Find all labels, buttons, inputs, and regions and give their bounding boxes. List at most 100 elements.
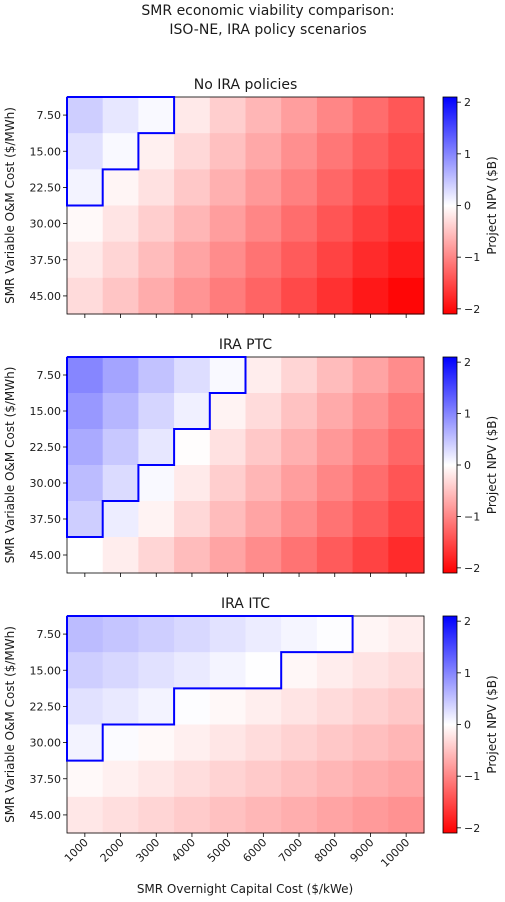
heatmap-cell xyxy=(67,97,104,134)
heatmap-cell xyxy=(316,465,354,502)
heatmap-cell xyxy=(67,616,104,653)
heatmap-cell xyxy=(174,169,211,207)
heatmap-cell xyxy=(138,465,175,502)
heatmap-cell xyxy=(281,241,318,279)
heatmap-cell xyxy=(209,465,247,502)
heatmap-cell xyxy=(388,169,425,207)
heatmap-cell xyxy=(388,205,425,243)
heatmap-cell xyxy=(316,357,354,394)
heatmap-cell xyxy=(102,537,139,574)
heatmap-cell xyxy=(209,652,247,689)
heatmap-cell xyxy=(316,501,354,538)
heatmap-cell xyxy=(281,688,318,726)
heatmap-cell xyxy=(102,133,139,170)
heatmap-cell xyxy=(209,796,247,834)
heatmap-cell xyxy=(281,97,318,134)
colorbar-label: Project NPV ($B) xyxy=(485,675,499,773)
heatmap-cell xyxy=(245,205,282,243)
heatmap-cell xyxy=(67,465,104,502)
colorbar-tick-label: 0 xyxy=(464,459,471,472)
colorbar-tick-label: −1 xyxy=(464,510,480,523)
heatmap-cell xyxy=(245,429,282,466)
heatmap-cell xyxy=(67,724,104,762)
heatmap-cell xyxy=(138,688,175,726)
heatmap-cell xyxy=(138,393,175,430)
colorbar: −2 −1 0 1 2 Project NPV ($B) xyxy=(442,615,499,835)
heatmap-cell xyxy=(138,357,175,394)
heatmap-cell xyxy=(316,169,354,207)
heatmap-cell xyxy=(138,501,175,538)
heatmap-cell xyxy=(245,537,282,574)
heatmap-cell xyxy=(174,133,211,170)
y-tick-label: 22.50 xyxy=(30,181,62,194)
heatmap-cell xyxy=(281,133,318,170)
heatmap-cell xyxy=(245,357,282,394)
heatmap-cell xyxy=(138,796,175,834)
heatmap-cell xyxy=(388,616,425,653)
heatmap-cell xyxy=(316,537,354,574)
heatmap-cell xyxy=(352,760,389,798)
y-tick-label: 7.50 xyxy=(37,109,62,122)
heatmap-cell xyxy=(67,537,104,574)
panel-title: No IRA policies xyxy=(194,77,298,93)
heatmap-panel-3: IRA ITC 7.50 15.00 22.50 30.00 37.50 45.00 1000… xyxy=(3,596,499,870)
heatmap-cell xyxy=(388,760,425,798)
heatmap-cell xyxy=(209,133,247,170)
heatmap-cell xyxy=(352,652,389,689)
y-tick-label: 37.50 xyxy=(30,254,62,267)
heatmap-cell xyxy=(67,357,104,394)
heatmap-cell xyxy=(245,652,282,689)
colorbar-tick-label: 2 xyxy=(464,96,471,109)
heatmap-cell xyxy=(352,465,389,502)
heatmap-cell xyxy=(316,241,354,279)
heatmap-cell xyxy=(102,465,139,502)
heatmap-cell xyxy=(209,537,247,574)
panel-title: IRA PTC xyxy=(219,337,272,353)
heatmap-cell xyxy=(209,357,247,394)
heatmap-cell xyxy=(352,537,389,574)
y-tick-label: 45.00 xyxy=(30,809,62,822)
heatmap-cell xyxy=(102,393,139,430)
heatmap-cell xyxy=(388,277,425,315)
heatmap-cell xyxy=(174,537,211,574)
heatmap-cell xyxy=(102,688,139,726)
heatmap-cell xyxy=(67,169,104,207)
heatmap-cell xyxy=(316,724,354,762)
heatmap-cell xyxy=(102,205,139,243)
heatmap-cell xyxy=(102,277,139,315)
heatmap-cell xyxy=(209,241,247,279)
heatmap-cell xyxy=(352,241,389,279)
y-tick-label: 7.50 xyxy=(37,628,62,641)
colorbar-tick-label: 0 xyxy=(464,719,471,732)
heatmap-cell xyxy=(174,616,211,653)
y-axis-label: SMR Variable O&M Cost ($/MWh) xyxy=(3,107,17,304)
colorbar-tick-label: −2 xyxy=(464,303,480,316)
colorbar-tick-label: 1 xyxy=(464,667,471,680)
heatmap-cell xyxy=(352,357,389,394)
heatmap-cell xyxy=(281,205,318,243)
heatmap-cell xyxy=(388,133,425,170)
heatmap-cell xyxy=(388,465,425,502)
colorbar-label: Project NPV ($B) xyxy=(485,416,499,514)
heatmap-cells xyxy=(67,616,425,834)
heatmap-cell xyxy=(209,688,247,726)
heatmap-cell xyxy=(138,652,175,689)
heatmap-cell xyxy=(281,501,318,538)
heatmap-cell xyxy=(245,169,282,207)
heatmap-cell xyxy=(138,537,175,574)
x-tick-label: 7000 xyxy=(276,836,305,865)
y-tick-label: 22.50 xyxy=(30,441,62,454)
heatmap-cell xyxy=(209,760,247,798)
heatmap-cell xyxy=(67,429,104,466)
colorbar-tick-label: 1 xyxy=(464,148,471,161)
heatmap-cell xyxy=(245,760,282,798)
heatmap-cell xyxy=(316,133,354,170)
heatmap-cell xyxy=(352,688,389,726)
heatmap-panel-2: IRA PTC 7.50 15.00 22.50 30.00 37.50 45.00 SMR … xyxy=(3,337,499,577)
heatmap-cell xyxy=(209,205,247,243)
heatmap-cell xyxy=(138,429,175,466)
heatmap-cell xyxy=(245,97,282,134)
heatmap-cell xyxy=(388,688,425,726)
heatmap-cell xyxy=(102,97,139,134)
